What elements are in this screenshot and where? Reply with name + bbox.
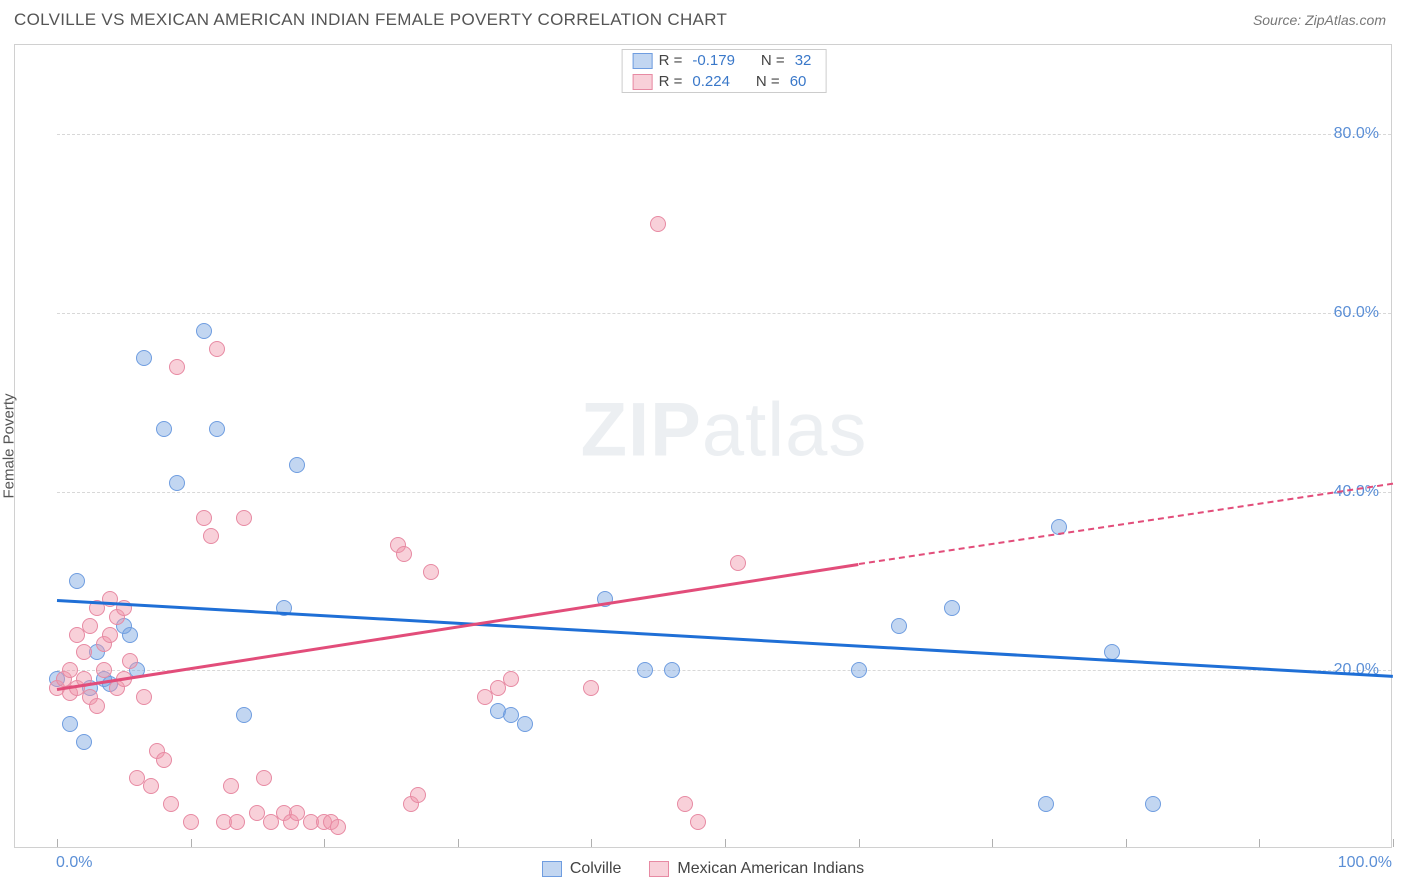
watermark-prefix: ZIP (581, 387, 702, 472)
data-point (583, 680, 599, 696)
source-prefix: Source: (1253, 12, 1305, 28)
data-point (122, 627, 138, 643)
gridline (57, 134, 1391, 135)
x-tick (1126, 839, 1127, 847)
y-axis-label: Female Poverty (1, 393, 18, 498)
data-point (851, 662, 867, 678)
data-point (637, 662, 653, 678)
data-point (156, 752, 172, 768)
data-point (236, 707, 252, 723)
data-point (82, 618, 98, 634)
data-point (236, 510, 252, 526)
data-point (156, 421, 172, 437)
legend-label: Colville (570, 860, 622, 878)
gridline (57, 670, 1391, 671)
data-point (136, 689, 152, 705)
data-point (289, 457, 305, 473)
data-point (89, 698, 105, 714)
data-point (102, 627, 118, 643)
data-point (96, 662, 112, 678)
data-point (677, 796, 693, 812)
trend-line (57, 563, 859, 691)
stat-legend-row: R = 0.224 N = 60 (623, 71, 826, 92)
series-legend: Colville Mexican American Indians (0, 860, 1406, 878)
r-label: R = (659, 73, 683, 90)
data-point (76, 644, 92, 660)
data-point (196, 510, 212, 526)
data-point (690, 814, 706, 830)
trend-line (858, 483, 1393, 565)
n-label: N = (756, 73, 780, 90)
r-label: R = (659, 52, 683, 69)
data-point (944, 600, 960, 616)
r-value: -0.179 (688, 52, 739, 69)
header: COLVILLE VS MEXICAN AMERICAN INDIAN FEMA… (0, 0, 1406, 36)
data-point (396, 546, 412, 562)
data-point (891, 618, 907, 634)
x-tick (1259, 839, 1260, 847)
x-tick (1393, 839, 1394, 847)
x-tick (324, 839, 325, 847)
data-point (203, 528, 219, 544)
legend-item: Mexican American Indians (649, 860, 864, 878)
y-tick-label: 60.0% (1334, 304, 1379, 322)
x-tick (725, 839, 726, 847)
gridline (57, 313, 1391, 314)
x-tick (191, 839, 192, 847)
legend-swatch (542, 861, 562, 877)
data-point (69, 573, 85, 589)
legend-swatch (633, 53, 653, 69)
data-point (169, 359, 185, 375)
y-tick-label: 80.0% (1334, 125, 1379, 143)
watermark-suffix: atlas (702, 387, 868, 472)
n-value: 60 (786, 73, 811, 90)
data-point (209, 341, 225, 357)
data-point (1038, 796, 1054, 812)
legend-swatch (649, 861, 669, 877)
data-point (136, 350, 152, 366)
source-attribution: Source: ZipAtlas.com (1253, 12, 1386, 28)
data-point (62, 716, 78, 732)
x-tick (992, 839, 993, 847)
data-point (196, 323, 212, 339)
plot-area: ZIPatlas R =-0.179N =32R =0.224N =60 20.… (57, 45, 1391, 847)
data-point (122, 653, 138, 669)
data-point (209, 421, 225, 437)
n-value: 32 (791, 52, 816, 69)
data-point (183, 814, 199, 830)
data-point (410, 787, 426, 803)
n-label: N = (761, 52, 785, 69)
data-point (503, 671, 519, 687)
data-point (223, 778, 239, 794)
data-point (664, 662, 680, 678)
correlation-legend: R =-0.179N =32R =0.224N =60 (622, 49, 827, 93)
stat-legend-row: R = -0.179 N = 32 (623, 50, 826, 71)
data-point (229, 814, 245, 830)
watermark: ZIPatlas (581, 386, 868, 473)
r-value: 0.224 (688, 73, 734, 90)
data-point (163, 796, 179, 812)
data-point (1145, 796, 1161, 812)
source-name: ZipAtlas.com (1305, 12, 1386, 28)
x-tick (458, 839, 459, 847)
legend-item: Colville (542, 860, 622, 878)
gridline (57, 492, 1391, 493)
data-point (650, 216, 666, 232)
legend-swatch (633, 74, 653, 90)
data-point (169, 475, 185, 491)
data-point (76, 734, 92, 750)
data-point (330, 819, 346, 835)
chart-container: Female Poverty ZIPatlas R =-0.179N =32R … (14, 44, 1392, 848)
data-point (143, 778, 159, 794)
x-tick (591, 839, 592, 847)
data-point (517, 716, 533, 732)
data-point (256, 770, 272, 786)
data-point (423, 564, 439, 580)
trend-line (57, 599, 1393, 678)
chart-title: COLVILLE VS MEXICAN AMERICAN INDIAN FEMA… (14, 10, 727, 30)
x-tick (57, 839, 58, 847)
x-tick (859, 839, 860, 847)
data-point (730, 555, 746, 571)
legend-label: Mexican American Indians (677, 860, 864, 878)
